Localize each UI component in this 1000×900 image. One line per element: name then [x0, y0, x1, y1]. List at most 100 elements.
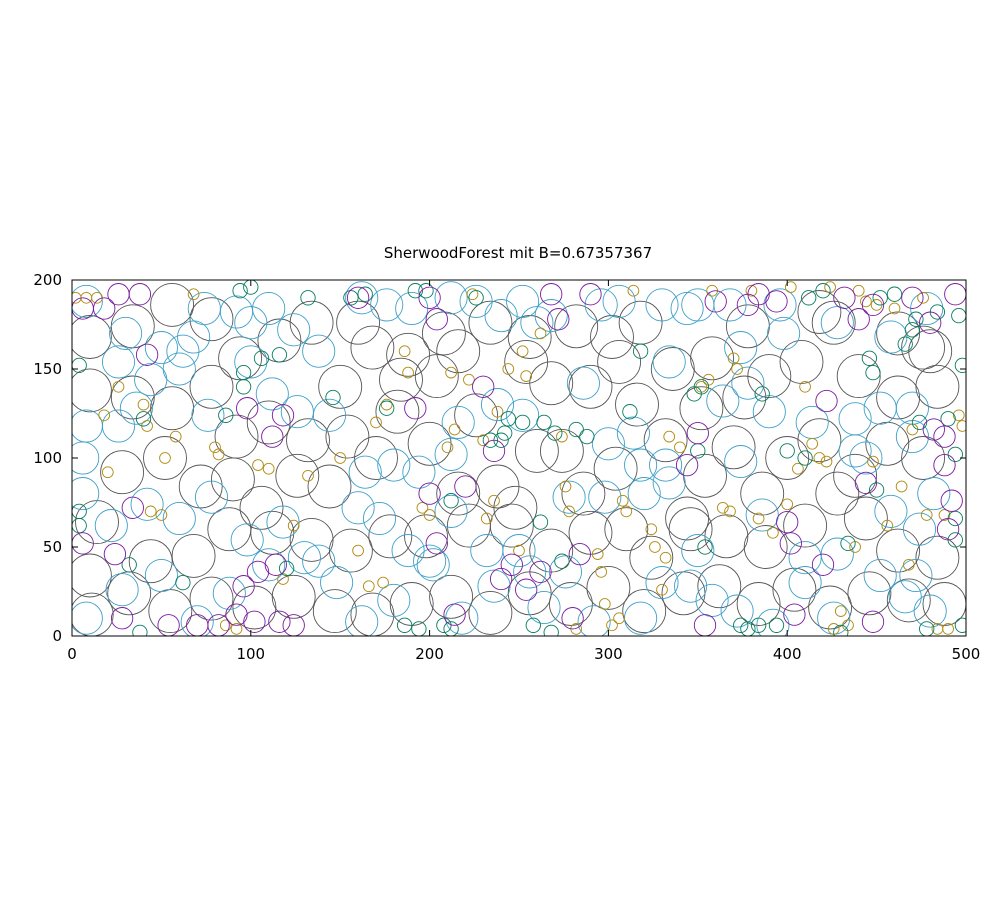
circle-point — [101, 409, 136, 443]
circle-point — [901, 325, 946, 370]
circle-point — [404, 514, 448, 559]
circle-point — [532, 514, 549, 530]
circle-point — [189, 364, 234, 409]
circle-point — [645, 288, 679, 322]
circle-point — [407, 421, 452, 466]
circle-point — [899, 558, 933, 593]
circle-point — [720, 594, 754, 628]
circle-point — [434, 437, 468, 471]
circle-point — [554, 553, 570, 569]
circle-point — [135, 343, 159, 366]
circle-point — [72, 315, 112, 359]
circle-point — [779, 443, 795, 459]
circle-point — [620, 505, 633, 518]
circle-point — [917, 477, 951, 511]
circle-point — [733, 617, 749, 633]
circle-point — [370, 288, 404, 322]
circle-point — [312, 589, 357, 634]
circle-point — [425, 532, 448, 555]
circle-point — [271, 347, 288, 363]
circle-point — [446, 503, 491, 548]
circle-point — [529, 361, 574, 406]
circle-point — [833, 624, 849, 636]
circle-point — [380, 398, 393, 411]
circle-point — [552, 480, 586, 514]
circle-point — [436, 329, 481, 374]
circle-point — [933, 425, 956, 448]
circle-point — [743, 525, 788, 569]
circle-point — [767, 526, 779, 539]
circle-point — [716, 501, 729, 514]
circle-point — [847, 308, 870, 331]
circle-point — [110, 607, 134, 630]
circle-point — [155, 509, 168, 521]
circle-point — [693, 614, 717, 636]
circle-point — [212, 448, 225, 461]
circle-point — [852, 284, 865, 297]
circle-point — [307, 464, 352, 509]
circle-point — [919, 621, 935, 636]
circle-point — [836, 354, 881, 399]
circle-point — [540, 283, 563, 306]
circle-point — [563, 505, 575, 518]
circle-point — [876, 311, 921, 356]
circle-point — [783, 503, 828, 548]
circle-point — [722, 375, 767, 420]
circle-point — [731, 366, 765, 400]
circle-point — [615, 382, 659, 427]
circle-point — [180, 605, 214, 636]
circle-point — [500, 411, 516, 427]
circle-point — [72, 297, 94, 320]
circle-point — [783, 603, 806, 626]
circle-point — [72, 517, 87, 534]
circle-point — [94, 509, 128, 543]
circle-point — [529, 528, 574, 573]
x-tick-label: 200 — [415, 645, 444, 663]
circle-point — [398, 345, 411, 358]
circle-point — [584, 288, 618, 322]
circle-point — [595, 566, 608, 578]
circle-point — [579, 283, 602, 306]
circle-point — [645, 566, 679, 600]
circle-point — [663, 430, 676, 443]
circle-point — [624, 601, 658, 635]
circle-point — [624, 448, 658, 482]
circle-point — [527, 590, 561, 625]
circle-point — [230, 523, 264, 557]
circle-point — [776, 510, 799, 534]
circle-point — [736, 582, 781, 626]
circle-point — [389, 582, 434, 626]
circle-point — [681, 288, 715, 322]
circle-point — [477, 569, 511, 603]
circle-point — [218, 407, 234, 423]
circle-point — [947, 446, 963, 463]
circle-point — [529, 560, 552, 584]
circle-point — [368, 514, 413, 559]
circle-point — [277, 313, 311, 347]
circle-point — [454, 393, 499, 438]
circle-point — [956, 420, 966, 432]
circle-point — [275, 453, 320, 498]
circle-point — [697, 564, 742, 609]
circle-point — [135, 411, 152, 427]
circle-point — [72, 601, 103, 635]
circle-point — [187, 288, 200, 301]
circle-point — [725, 304, 770, 349]
circle-point — [838, 434, 872, 468]
y-axis: 0 50 100 150 200 — [33, 271, 966, 645]
circle-point — [107, 283, 130, 306]
circle-point — [482, 432, 499, 448]
circle-point — [232, 575, 255, 598]
circle-point — [613, 612, 625, 625]
circle-point — [765, 436, 810, 480]
circle-point — [468, 590, 513, 635]
circle-point — [881, 519, 894, 532]
circle-point — [178, 464, 223, 509]
circle-point — [72, 592, 114, 636]
circle-point — [940, 411, 956, 427]
circle-point — [72, 553, 112, 598]
circle-point — [704, 290, 727, 313]
circle-point — [300, 290, 316, 306]
circle-point — [779, 532, 802, 555]
